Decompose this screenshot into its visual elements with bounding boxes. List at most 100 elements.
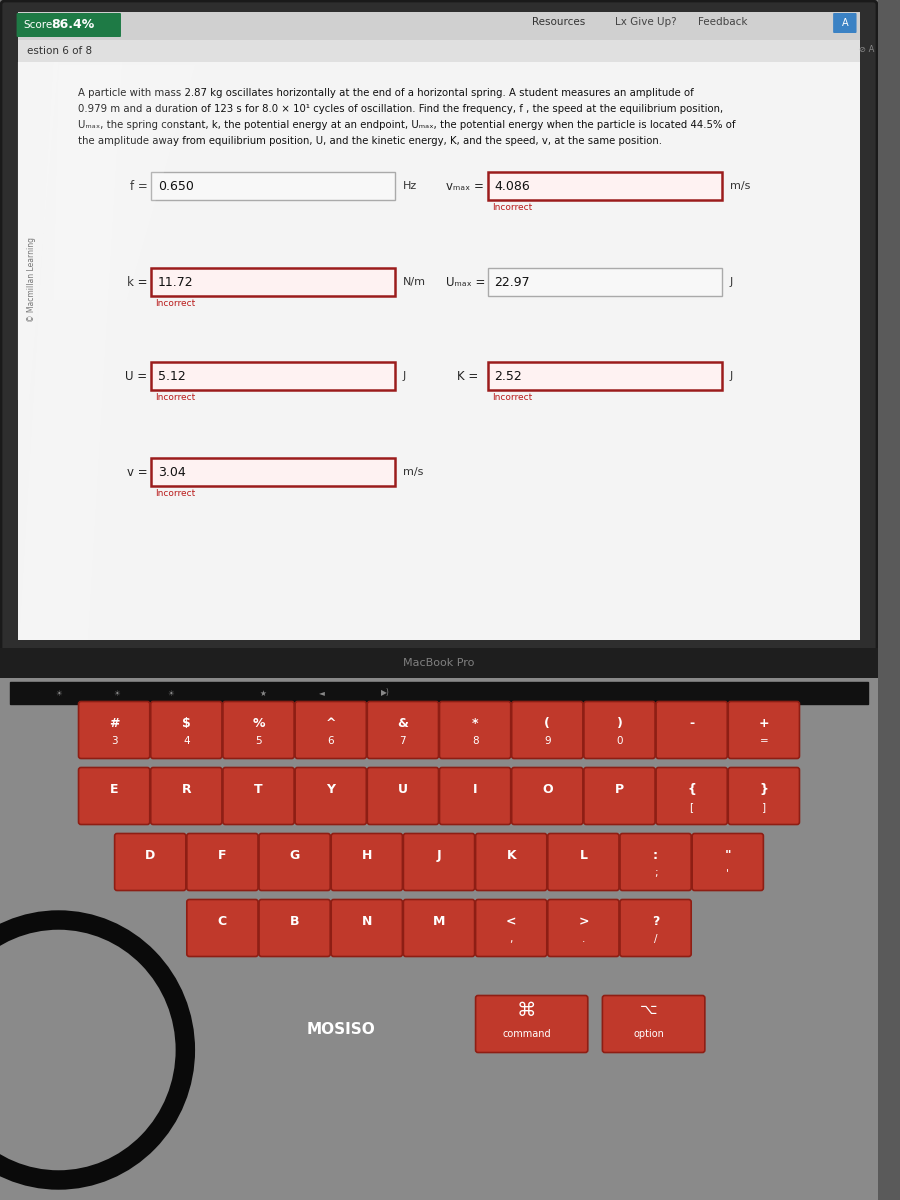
Text: L: L	[580, 850, 588, 863]
Text: ^: ^	[326, 718, 336, 731]
Text: Incorrect: Incorrect	[155, 392, 195, 402]
Text: ▶): ▶)	[381, 689, 390, 697]
Text: ': '	[726, 869, 729, 878]
Polygon shape	[18, 62, 58, 400]
Text: %: %	[252, 718, 265, 731]
Text: ☀: ☀	[167, 689, 175, 697]
Text: f =: f =	[130, 180, 148, 192]
FancyBboxPatch shape	[78, 702, 149, 758]
Text: A: A	[842, 18, 848, 28]
Text: ⌘: ⌘	[518, 1001, 536, 1020]
FancyBboxPatch shape	[331, 834, 402, 890]
FancyBboxPatch shape	[548, 900, 619, 956]
Text: <: <	[506, 916, 517, 929]
Bar	[18, 40, 860, 62]
Text: D: D	[145, 850, 156, 863]
FancyBboxPatch shape	[728, 702, 799, 758]
FancyBboxPatch shape	[78, 768, 149, 824]
Text: P: P	[615, 784, 624, 797]
Text: Hz: Hz	[403, 181, 418, 191]
Text: J: J	[730, 371, 733, 382]
FancyBboxPatch shape	[259, 900, 330, 956]
Text: :: :	[653, 850, 658, 863]
Text: option: option	[634, 1028, 664, 1039]
Text: 3: 3	[111, 737, 118, 746]
Text: M: M	[433, 916, 446, 929]
Text: /: /	[653, 935, 657, 944]
Text: O: O	[542, 784, 553, 797]
Text: E: E	[110, 784, 119, 797]
FancyBboxPatch shape	[548, 834, 619, 890]
Polygon shape	[54, 65, 195, 300]
FancyBboxPatch shape	[259, 834, 330, 890]
Bar	[18, 12, 860, 640]
Text: #: #	[109, 718, 120, 731]
FancyBboxPatch shape	[403, 834, 474, 890]
FancyBboxPatch shape	[223, 768, 294, 824]
Text: +: +	[759, 718, 769, 731]
Text: m/s: m/s	[730, 181, 750, 191]
Text: 9: 9	[544, 737, 551, 746]
FancyBboxPatch shape	[512, 768, 583, 824]
FancyBboxPatch shape	[656, 768, 727, 824]
Text: 5.12: 5.12	[158, 370, 185, 383]
FancyBboxPatch shape	[187, 900, 258, 956]
Text: ,: ,	[509, 935, 513, 944]
FancyBboxPatch shape	[692, 834, 763, 890]
Text: U =: U =	[125, 370, 148, 383]
Text: K: K	[507, 850, 516, 863]
Bar	[0, 990, 878, 1200]
FancyBboxPatch shape	[602, 996, 705, 1052]
FancyBboxPatch shape	[620, 900, 691, 956]
Text: J: J	[403, 371, 406, 382]
Text: Y: Y	[326, 784, 335, 797]
Text: the amplitude away from equilibrium position, U, and the kinetic energy, K, and : the amplitude away from equilibrium posi…	[78, 136, 662, 146]
Text: MacBook Pro: MacBook Pro	[403, 658, 474, 668]
FancyBboxPatch shape	[367, 702, 438, 758]
Text: 5: 5	[256, 737, 262, 746]
Text: }: }	[760, 784, 769, 797]
FancyBboxPatch shape	[150, 702, 222, 758]
Text: $: $	[182, 718, 191, 731]
Text: H: H	[362, 850, 372, 863]
Text: ★: ★	[260, 689, 266, 697]
Text: 2.52: 2.52	[495, 370, 522, 383]
Text: Incorrect: Incorrect	[491, 392, 532, 402]
FancyBboxPatch shape	[1, 1, 877, 659]
FancyBboxPatch shape	[367, 768, 438, 824]
Text: ?: ?	[652, 916, 660, 929]
Text: estion 6 of 8: estion 6 of 8	[27, 46, 93, 56]
Text: 0.979 m and a duration of 123 s for 8.0 × 10¹ cycles of oscillation. Find the fr: 0.979 m and a duration of 123 s for 8.0 …	[78, 104, 724, 114]
Bar	[151, 172, 395, 200]
Text: K =: K =	[457, 370, 478, 383]
FancyBboxPatch shape	[16, 13, 121, 37]
Text: 4.086: 4.086	[495, 180, 530, 192]
FancyBboxPatch shape	[584, 768, 655, 824]
Text: U: U	[398, 784, 408, 797]
Text: Incorrect: Incorrect	[491, 203, 532, 212]
FancyBboxPatch shape	[439, 702, 510, 758]
Text: © Macmillan Learning: © Macmillan Learning	[27, 238, 36, 323]
Text: ☀: ☀	[55, 689, 62, 697]
Text: ◄: ◄	[319, 689, 325, 697]
Bar	[488, 268, 722, 296]
Text: Score:: Score:	[23, 20, 57, 30]
FancyBboxPatch shape	[833, 13, 857, 32]
Text: command: command	[502, 1028, 551, 1039]
Bar	[151, 362, 395, 390]
Text: 0: 0	[616, 737, 623, 746]
Text: m/s: m/s	[403, 467, 423, 476]
Text: R: R	[182, 784, 191, 797]
Text: N: N	[362, 916, 372, 929]
FancyBboxPatch shape	[475, 834, 547, 890]
Text: Incorrect: Incorrect	[155, 490, 195, 498]
FancyBboxPatch shape	[187, 834, 258, 890]
Text: &: &	[398, 718, 409, 731]
Text: T: T	[254, 784, 263, 797]
Bar	[10, 682, 868, 704]
Text: -: -	[689, 718, 694, 731]
Bar	[488, 362, 722, 390]
Text: ☀: ☀	[113, 689, 121, 697]
Text: ]: ]	[761, 803, 766, 812]
Text: v =: v =	[127, 466, 148, 479]
